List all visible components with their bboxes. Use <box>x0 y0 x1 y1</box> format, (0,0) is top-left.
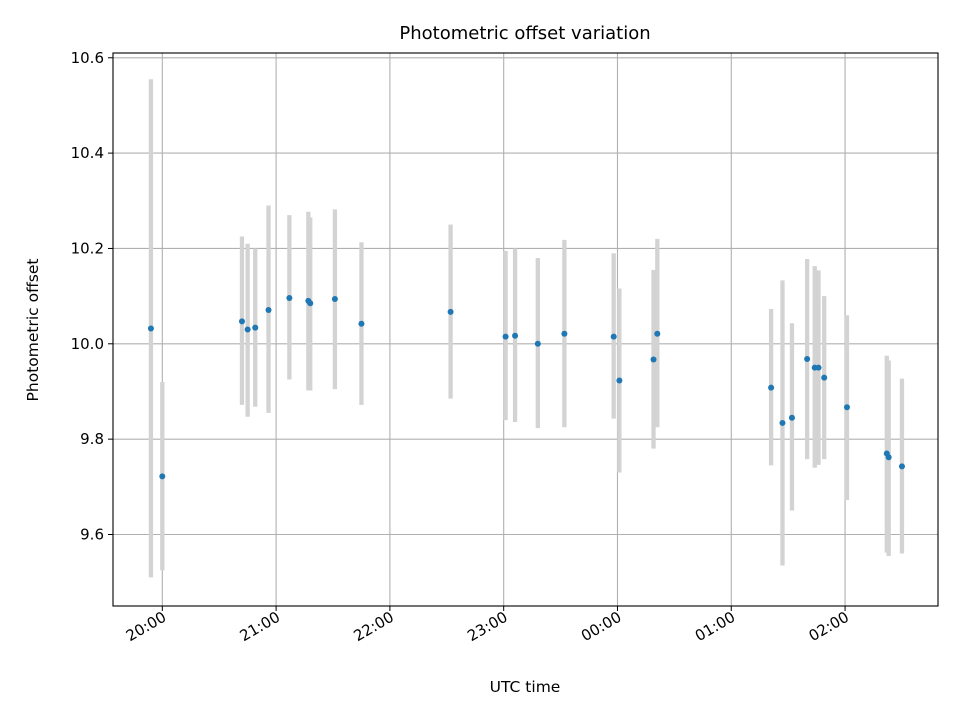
data-point <box>561 330 568 337</box>
data-point <box>768 384 775 391</box>
data-point <box>502 333 509 340</box>
data-point <box>244 326 251 333</box>
data-point <box>821 374 828 381</box>
data-point <box>815 364 822 371</box>
y-tick-label: 9.6 <box>80 525 104 543</box>
data-point <box>286 295 293 302</box>
data-point <box>788 414 795 421</box>
data-point <box>447 308 454 315</box>
data-point <box>512 332 519 339</box>
data-point <box>238 318 245 325</box>
data-points <box>147 295 905 480</box>
data-point <box>616 377 623 384</box>
y-axis-ticks: 9.6 9.8 10.0 10.2 10.4 10.6 <box>71 49 113 543</box>
y-tick-label: 10.4 <box>71 144 104 162</box>
data-point <box>650 356 657 363</box>
data-point <box>252 324 259 331</box>
plot-frame <box>112 52 939 607</box>
y-axis-title: Photometric offset <box>24 259 42 402</box>
data-point <box>307 300 314 307</box>
data-point <box>358 320 365 327</box>
data-point <box>265 306 272 313</box>
grid <box>113 53 938 606</box>
data-point <box>804 356 811 363</box>
data-point <box>331 295 338 302</box>
data-point <box>779 419 786 426</box>
y-tick-label: 10.2 <box>71 239 104 257</box>
data-point <box>898 463 905 470</box>
data-point <box>885 454 892 461</box>
data-point <box>654 330 661 337</box>
data-point <box>159 473 166 480</box>
x-axis-title: UTC time <box>490 678 561 696</box>
y-tick-label: 10.0 <box>71 335 104 353</box>
data-point <box>534 340 541 347</box>
chart-title: Photometric offset variation <box>399 23 650 44</box>
y-tick-label: 10.6 <box>71 49 104 67</box>
data-point <box>147 325 154 332</box>
data-point <box>843 404 850 411</box>
y-tick-label: 9.8 <box>80 430 104 448</box>
data-point <box>610 333 617 340</box>
